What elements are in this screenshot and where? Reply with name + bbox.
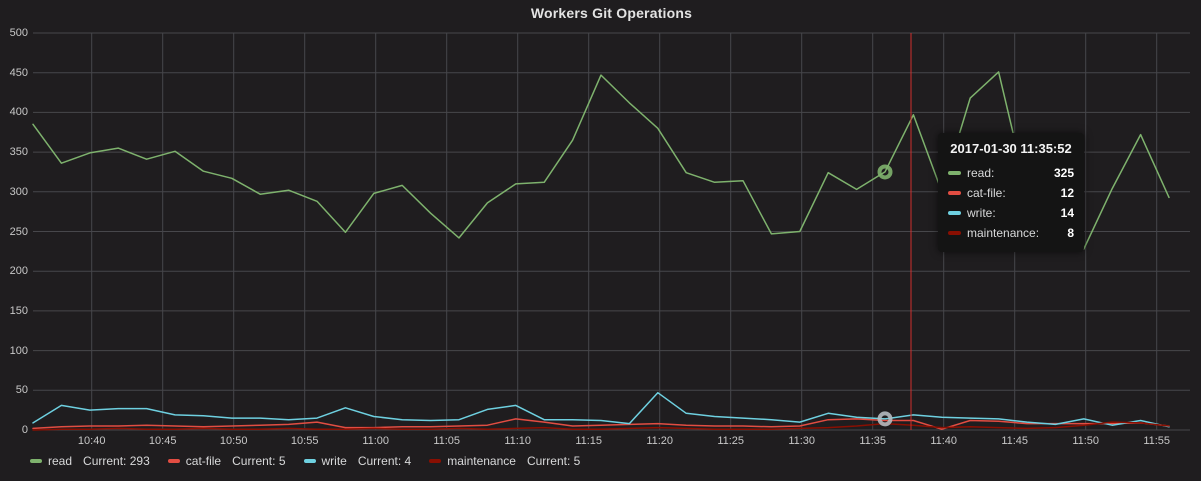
tooltip-series-label: write: — [967, 206, 996, 220]
legend-series-current: Current: 4 — [358, 454, 411, 468]
x-tick-label: 11:30 — [788, 435, 816, 447]
tooltip-series-label: maintenance: — [967, 226, 1040, 240]
x-tick-label: 10:40 — [77, 435, 106, 447]
tooltip-series-value: 14 — [1060, 206, 1074, 220]
series-line-maintenance — [32, 421, 1170, 431]
tooltip-series-value: 325 — [1053, 166, 1074, 180]
y-tick-label: 100 — [9, 344, 28, 357]
tooltip-series-label: cat-file: — [967, 186, 1006, 200]
y-tick-label: 50 — [15, 384, 28, 397]
tooltip-series-color-icon — [948, 191, 961, 195]
x-tick-label: 11:00 — [362, 435, 390, 447]
tooltip-row: maintenance: 8 — [948, 223, 1074, 243]
legend-current-value: 4 — [404, 454, 412, 468]
legend-current-label: Current: — [83, 454, 127, 468]
tooltip-series-color-icon — [948, 171, 961, 175]
legend-series-name[interactable]: cat-file — [185, 454, 222, 468]
x-tick-label: 11:05 — [433, 435, 461, 447]
legend-current-value: 5 — [573, 454, 581, 468]
x-tick-label: 11:15 — [575, 435, 603, 447]
y-tick-label: 500 — [9, 27, 28, 39]
legend-series-name[interactable]: write — [321, 454, 347, 468]
legend-series-color-icon[interactable] — [429, 459, 442, 463]
legend-series-current: Current: 5 — [232, 454, 285, 468]
legend-series-current: Current: 5 — [527, 454, 580, 468]
x-tick-label: 11:35 — [859, 435, 887, 447]
x-tick-label: 11:25 — [717, 435, 745, 447]
tooltip-series-label: read: — [967, 166, 995, 180]
panel-title[interactable]: Workers Git Operations — [530, 5, 693, 21]
legend-current-label: Current: — [526, 454, 571, 468]
x-tick-label: 11:45 — [1001, 435, 1029, 447]
tooltip-series-value: 8 — [1067, 226, 1074, 240]
tooltip-row: cat-file: 12 — [948, 183, 1074, 203]
x-tick-label: 11:10 — [504, 435, 532, 447]
x-tick-label: 10:55 — [290, 435, 319, 447]
y-tick-label: 200 — [9, 265, 28, 278]
series-line-cat-file — [32, 418, 1170, 430]
highlight-ring-read — [877, 164, 893, 180]
y-tick-label: 350 — [9, 146, 28, 159]
highlight-ring-write — [877, 411, 893, 427]
x-tick-label: 11:40 — [930, 435, 958, 447]
tooltip-series-color-icon — [948, 211, 961, 215]
graph-tooltip: 2017-01-30 11:35:52 read: 325 cat-file: 12 w… — [938, 133, 1084, 252]
legend-current-label: Current: — [357, 454, 402, 468]
tooltip-series-color-icon — [948, 231, 961, 235]
series-line-read — [32, 71, 1170, 250]
tooltip-row: read: 325 — [948, 163, 1074, 183]
legend-item-read[interactable]: read Current: 293 — [30, 454, 150, 468]
legend-current-value: 5 — [278, 454, 286, 468]
y-tick-label: 150 — [9, 304, 28, 317]
legend-series-name[interactable]: maintenance — [447, 454, 516, 468]
legend-series-current: Current: 293 — [83, 454, 150, 468]
legend-series-color-icon[interactable] — [167, 459, 180, 463]
series-line-write — [32, 391, 1170, 428]
x-tick-label: 11:20 — [646, 435, 674, 447]
tooltip-timestamp: 2017-01-30 11:35:52 — [950, 141, 1072, 156]
legend-series-color-icon[interactable] — [303, 459, 316, 463]
legend: read Current: 293 cat-file Current: 5 write C… — [30, 454, 598, 468]
legend-item-cat-file[interactable]: cat-file Current: 5 — [167, 454, 286, 468]
x-tick-label: 11:55 — [1143, 435, 1171, 447]
y-tick-label: 300 — [9, 185, 28, 198]
x-tick-label: 11:50 — [1072, 435, 1100, 447]
legend-series-name[interactable]: read — [48, 454, 73, 468]
legend-item-write[interactable]: write Current: 4 — [303, 454, 411, 468]
y-tick-label: 400 — [9, 106, 28, 119]
tooltip-series-value: 12 — [1060, 186, 1074, 200]
legend-current-value: 293 — [129, 454, 150, 468]
legend-current-label: Current: — [232, 454, 276, 468]
legend-item-maintenance[interactable]: maintenance Current: 5 — [429, 454, 580, 468]
y-tick-label: 0 — [21, 424, 28, 436]
y-tick-label: 450 — [9, 66, 28, 79]
x-tick-label: 10:45 — [148, 435, 177, 447]
tooltip-row: write: 14 — [948, 203, 1074, 223]
y-tick-label: 250 — [9, 225, 28, 238]
x-tick-label: 10:50 — [219, 435, 248, 447]
legend-series-color-icon[interactable] — [30, 459, 42, 463]
